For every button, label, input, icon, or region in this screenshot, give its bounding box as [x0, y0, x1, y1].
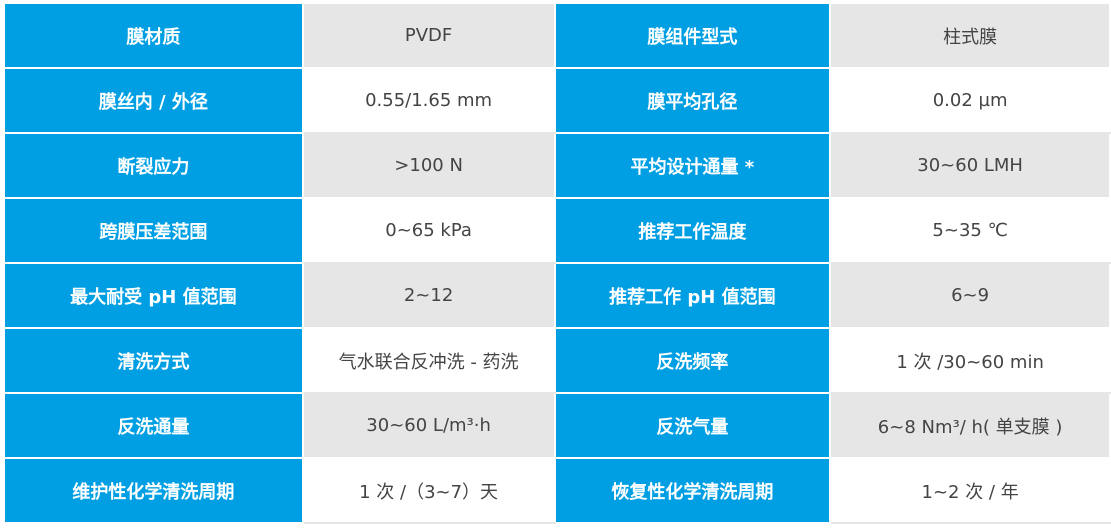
row-value: 0~65 kPa — [301, 197, 556, 264]
row-value: 2~12 — [301, 262, 556, 329]
row-label: 推荐工作温度 — [553, 197, 832, 264]
row-label: 反洗通量 — [3, 392, 304, 459]
table-row: 膜材质 PVDF 膜组件型式 柱式膜 — [3, 4, 1111, 69]
row-value: 6~9 — [829, 262, 1111, 329]
row-value: 1~2 次 / 年 — [829, 457, 1111, 524]
row-label: 膜组件型式 — [553, 4, 832, 69]
table-row: 膜丝内 / 外径 0.55/1.65 mm 膜平均孔径 0.02 µm — [3, 67, 1111, 134]
table-row: 跨膜压差范围 0~65 kPa 推荐工作温度 5~35 ℃ — [3, 197, 1111, 264]
row-value: >100 N — [301, 132, 556, 199]
row-label: 推荐工作 pH 值范围 — [553, 262, 832, 329]
row-value: PVDF — [301, 4, 556, 69]
row-label: 最大耐受 pH 值范围 — [3, 262, 304, 329]
table-row: 最大耐受 pH 值范围 2~12 推荐工作 pH 值范围 6~9 — [3, 262, 1111, 329]
table-body: 膜材质 PVDF 膜组件型式 柱式膜 膜丝内 / 外径 0.55/1.65 mm 膜平均孔径… — [3, 4, 1111, 524]
row-label: 膜平均孔径 — [553, 67, 832, 134]
table-row: 维护性化学清洗周期 1 次 /（3~7）天 恢复性化学清洗周期 1~2 次 / 年 — [3, 457, 1111, 524]
row-label: 恢复性化学清洗周期 — [553, 457, 832, 524]
row-value: 1 次 /（3~7）天 — [301, 457, 556, 524]
row-label: 平均设计通量 * — [553, 132, 832, 199]
row-label: 膜丝内 / 外径 — [3, 67, 304, 134]
row-label: 反洗气量 — [553, 392, 832, 459]
row-label: 清洗方式 — [3, 327, 304, 394]
row-label: 维护性化学清洗周期 — [3, 457, 304, 524]
table-row: 反洗通量 30~60 L/m³·h 反洗气量 6~8 Nm³/ h( 单支膜 ) — [3, 392, 1111, 459]
row-value: 柱式膜 — [829, 4, 1111, 69]
row-value: 30~60 LMH — [829, 132, 1111, 199]
row-value: 气水联合反冲洗 - 药洗 — [301, 327, 556, 394]
row-label: 断裂应力 — [3, 132, 304, 199]
row-value: 5~35 ℃ — [829, 197, 1111, 264]
table-row: 断裂应力 >100 N 平均设计通量 * 30~60 LMH — [3, 132, 1111, 199]
row-value: 0.02 µm — [829, 67, 1111, 134]
row-label: 膜材质 — [3, 4, 304, 69]
row-value: 6~8 Nm³/ h( 单支膜 ) — [829, 392, 1111, 459]
membrane-spec-table: 膜材质 PVDF 膜组件型式 柱式膜 膜丝内 / 外径 0.55/1.65 mm 膜平均孔径… — [3, 4, 1111, 524]
table-row: 清洗方式 气水联合反冲洗 - 药洗 反洗频率 1 次 /30~60 min — [3, 327, 1111, 394]
row-label: 反洗频率 — [553, 327, 832, 394]
row-label: 跨膜压差范围 — [3, 197, 304, 264]
row-value: 0.55/1.65 mm — [301, 67, 556, 134]
row-value: 30~60 L/m³·h — [301, 392, 556, 459]
row-value: 1 次 /30~60 min — [829, 327, 1111, 394]
